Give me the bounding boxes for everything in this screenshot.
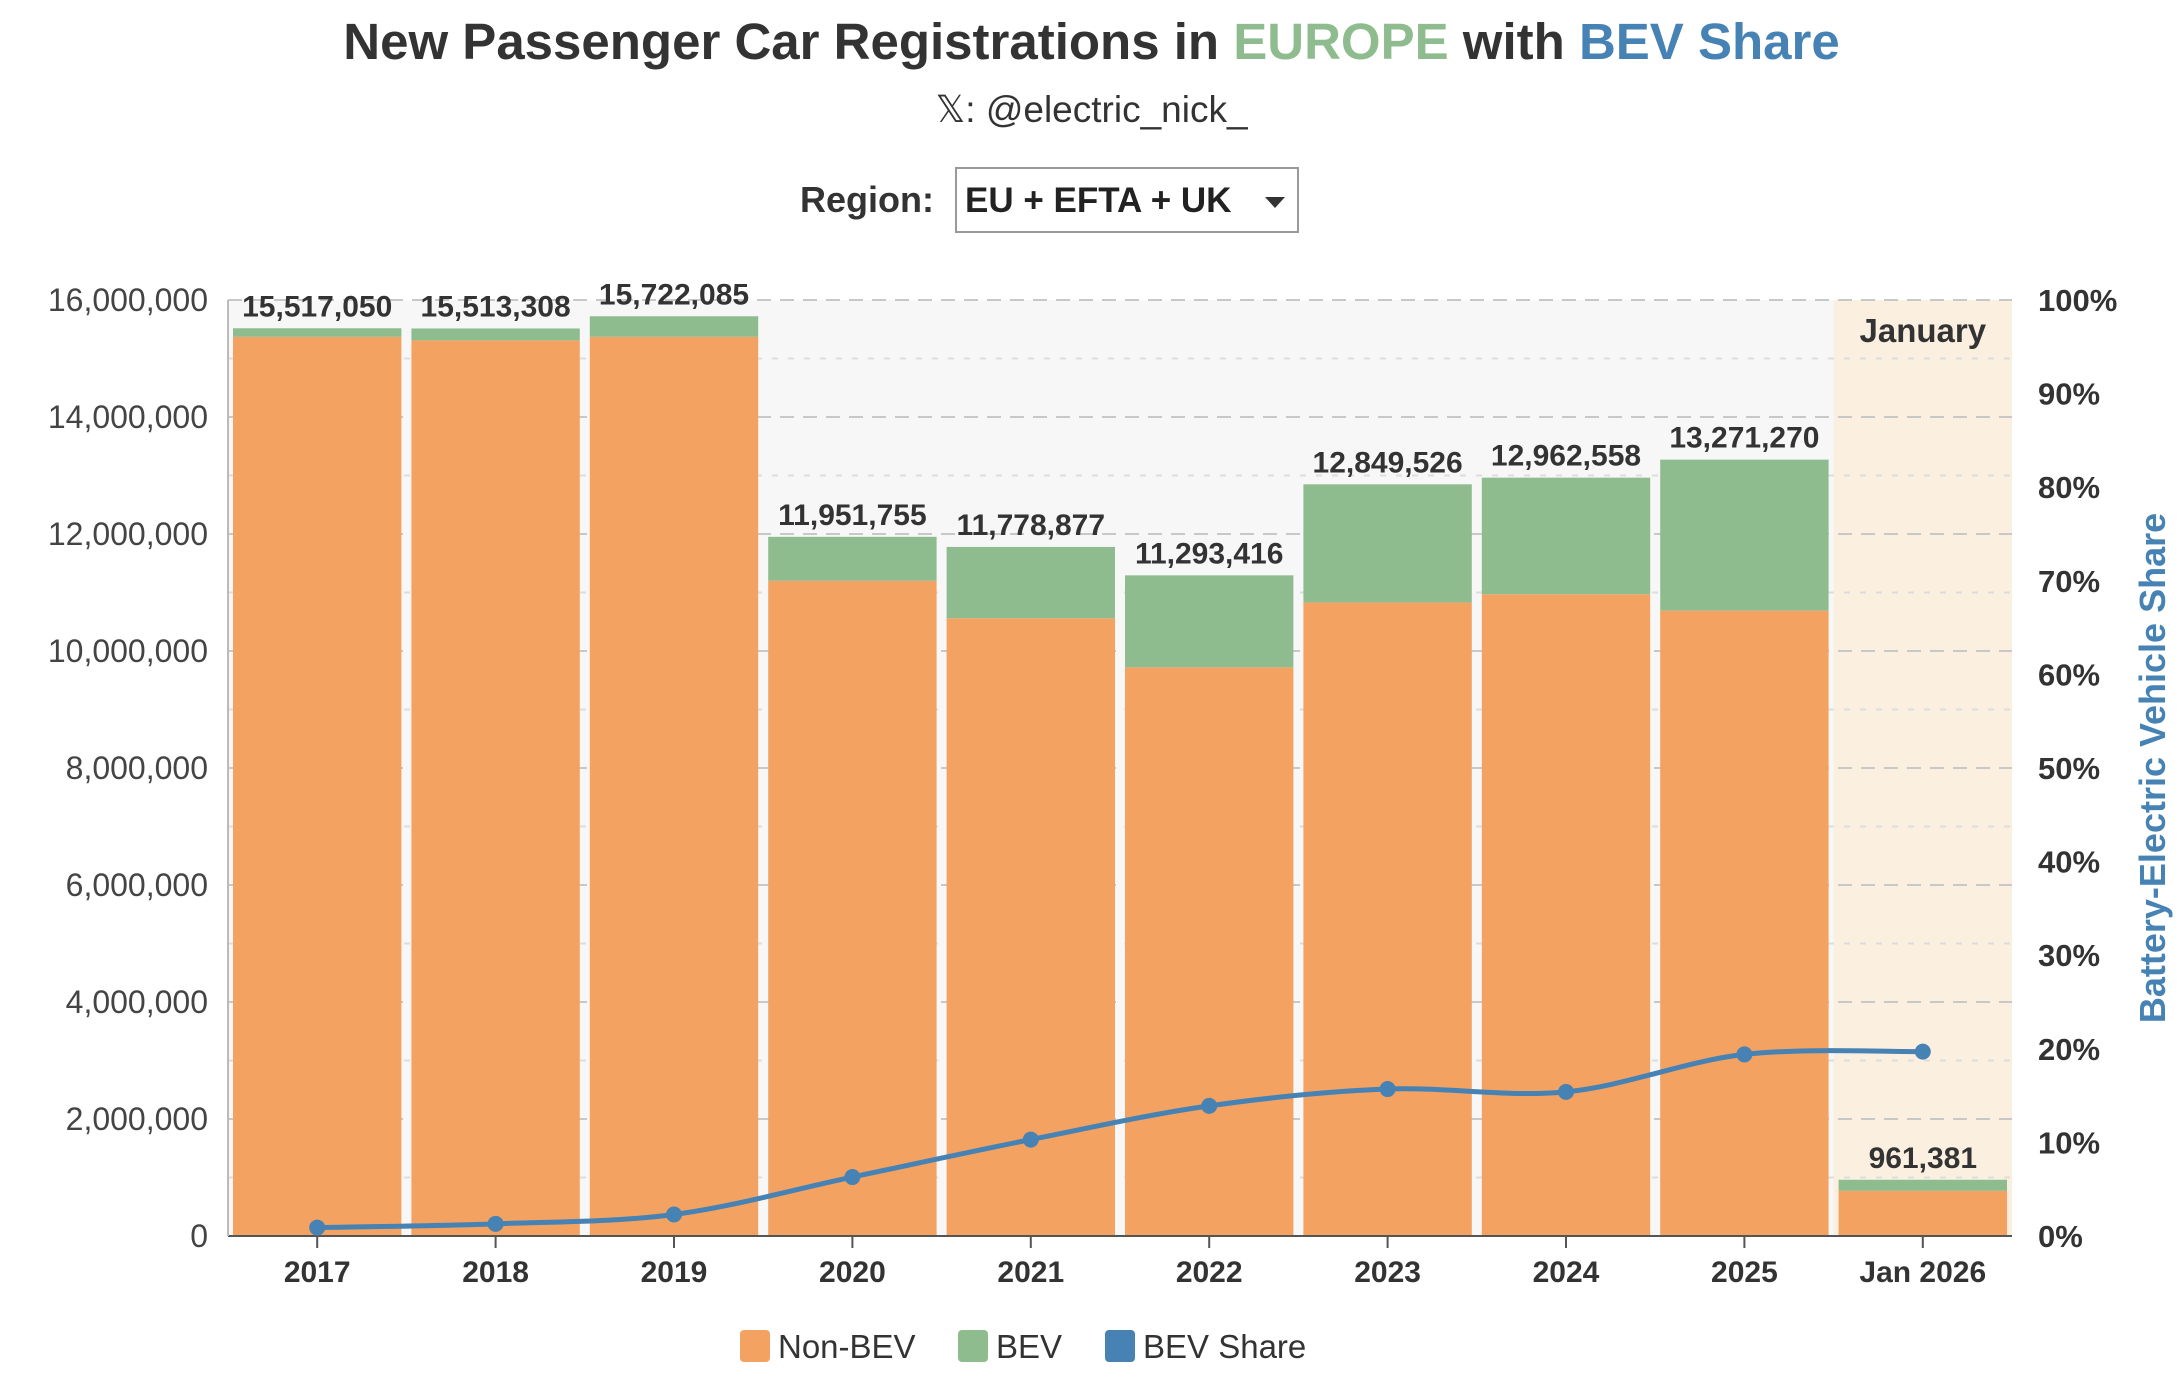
bar-bev: [411, 328, 580, 341]
bev-share-point: [1022, 1131, 1039, 1148]
x-tick-label: 2019: [641, 1256, 708, 1289]
chart-legend: Non-BEV BEV BEV Share: [0, 1322, 2183, 1372]
bar-non-bev: [1125, 667, 1294, 1236]
bar-bev: [1481, 477, 1651, 595]
y-right-tick-label: 100%: [2038, 283, 2117, 318]
legend-swatch-bev: [958, 1330, 988, 1362]
y-left-tick-label: 0: [190, 1218, 208, 1254]
bar-total-label: 11,293,416: [1135, 537, 1284, 570]
x-tick-label: 2020: [819, 1256, 886, 1289]
bev-share-point: [1736, 1046, 1753, 1063]
y-right-axis-title: Battery-Electric Vehicle Share: [2132, 513, 2173, 1023]
x-tick-label: 2022: [1176, 1256, 1243, 1289]
y-left-tick-label: 14,000,000: [48, 399, 208, 435]
legend-label-non-bev: Non-BEV: [778, 1328, 916, 1365]
bar-total-label: 15,517,050: [242, 290, 392, 323]
bev-share-point: [1379, 1081, 1396, 1098]
bar-bev: [1125, 575, 1294, 668]
chart-subtitle: 𝕏: @electric_nick_: [935, 89, 1248, 130]
bar-non-bev: [768, 580, 937, 1236]
bar-bev: [233, 328, 402, 337]
bar-total-label: 15,513,308: [421, 290, 571, 323]
x-tick-label: 2017: [284, 1256, 351, 1289]
legend-label-bev-share: BEV Share: [1143, 1328, 1307, 1365]
y-right-tick-label: 90%: [2038, 377, 2100, 412]
bar-non-bev: [1481, 594, 1651, 1236]
highlight-label: January: [1860, 312, 1987, 349]
dropdown-caret-icon: [1265, 197, 1285, 208]
bev-share-point: [1558, 1083, 1574, 1100]
y-left-tick-label: 10,000,000: [48, 633, 208, 669]
chart-title: New Passenger Car Registrations in EUROP…: [0, 12, 2183, 71]
bar-total-label: 12,962,558: [1491, 440, 1641, 473]
bev-share-point: [844, 1169, 861, 1186]
bev-share-point: [1914, 1043, 1931, 1060]
y-right-tick-label: 80%: [2038, 470, 2100, 505]
y-right-tick-label: 50%: [2038, 751, 2100, 786]
bar-non-bev: [1303, 602, 1472, 1236]
bar-bev: [589, 316, 759, 337]
legend-swatch-bev-share: [1105, 1330, 1135, 1362]
title-middle: with: [1448, 13, 1579, 70]
x-tick-label: 2021: [997, 1256, 1064, 1289]
region-dropdown[interactable]: EU + EFTA + UK: [955, 167, 1299, 233]
bar-bev: [1303, 484, 1472, 603]
region-label: Region:: [800, 179, 934, 220]
bev-share-line: [317, 1048, 1923, 1231]
bar-total-label: 15,722,085: [599, 278, 749, 311]
title-region-word: EUROPE: [1233, 13, 1449, 70]
y-left-tick-label: 12,000,000: [48, 516, 208, 552]
y-right-tick-label: 0%: [2038, 1219, 2083, 1254]
y-right-tick-label: 30%: [2038, 938, 2100, 973]
bar-non-bev: [411, 340, 580, 1236]
y-right-tick-label: 40%: [2038, 845, 2100, 880]
bev-share-point: [1201, 1097, 1218, 1114]
bar-non-bev: [1838, 1190, 2007, 1236]
bev-share-point: [309, 1219, 326, 1236]
legend-label-bev: BEV: [996, 1328, 1063, 1365]
x-tick-label: Jan 2026: [1859, 1256, 1986, 1289]
bev-share-point: [487, 1215, 504, 1232]
region-selected-value: EU + EFTA + UK: [965, 181, 1232, 220]
bar-non-bev: [233, 336, 402, 1237]
legend-swatch-non-bev: [740, 1330, 770, 1362]
bar-total-label: 12,849,526: [1313, 446, 1463, 479]
title-share-word: BEV Share: [1578, 13, 1840, 70]
y-right-tick-label: 60%: [2038, 657, 2100, 692]
y-left-tick-label: 4,000,000: [66, 984, 208, 1020]
y-left-tick-label: 8,000,000: [66, 750, 208, 786]
bar-bev: [1660, 459, 1829, 611]
y-left-tick-label: 2,000,000: [66, 1101, 208, 1137]
bar-bev: [1838, 1179, 2007, 1191]
bar-bev: [946, 546, 1115, 619]
x-tick-label: 2024: [1533, 1256, 1600, 1289]
y-right-tick-label: 20%: [2038, 1032, 2100, 1067]
y-left-tick-label: 16,000,000: [48, 282, 208, 318]
bar-line-chart: 15,517,050 2017 15,513,308 2018 15,722,085 20…: [48, 278, 2173, 1289]
y-right-tick-label: 10%: [2038, 1125, 2100, 1160]
y-left-tick-label: 6,000,000: [66, 867, 208, 903]
region-filter: Region: EU + EFTA + UK: [0, 167, 2183, 235]
title-prefix: New Passenger Car Registrations in: [343, 13, 1234, 70]
bar-total-label: 11,778,877: [957, 509, 1106, 542]
bar-bev: [768, 536, 937, 581]
x-tick-label: 2023: [1354, 1256, 1421, 1289]
bev-share-point: [666, 1206, 682, 1223]
x-tick-label: 2025: [1711, 1256, 1778, 1289]
bar-non-bev: [1660, 610, 1829, 1236]
bar-total-label: 961,381: [1869, 1142, 1977, 1175]
bar-total-label: 13,271,270: [1669, 422, 1819, 455]
x-tick-label: 2018: [462, 1256, 529, 1289]
bar-total-label: 11,951,755: [778, 499, 927, 532]
y-right-tick-label: 70%: [2038, 564, 2100, 599]
bar-non-bev: [589, 336, 759, 1237]
